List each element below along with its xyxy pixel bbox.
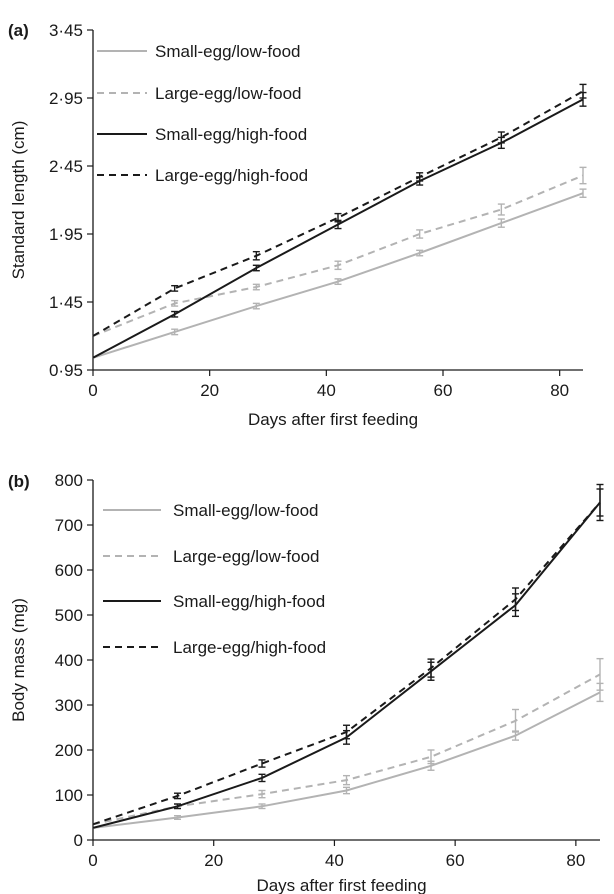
y-tick-label: 200: [55, 741, 83, 760]
series-small-egg-low-food: [92, 682, 604, 829]
x-tick-label: 20: [204, 851, 223, 870]
x-tick-label: 80: [550, 381, 569, 400]
x-axis-title: Days after first feeding: [256, 876, 426, 894]
y-tick-label: 400: [55, 651, 83, 670]
y-tick-label: 600: [55, 561, 83, 580]
y-tick-label: 800: [55, 471, 83, 490]
y-tick-label: 0: [74, 831, 83, 850]
y-tick-label: 1·95: [49, 225, 83, 244]
legend-label: Large-egg/low-food: [155, 84, 301, 103]
series-large-egg-low-food: [92, 657, 604, 826]
y-tick-label: 2·45: [49, 157, 83, 176]
x-axis-title: Days after first feeding: [248, 410, 418, 429]
series-line: [92, 174, 584, 337]
legend-label: Large-egg/high-food: [155, 166, 308, 185]
series-large-egg-low-food: [92, 166, 587, 337]
y-tick-label: 100: [55, 786, 83, 805]
series-line: [92, 673, 601, 826]
legend-label: Large-egg/high-food: [173, 638, 326, 657]
y-tick-label: 700: [55, 516, 83, 535]
y-axis-title: Standard length (cm): [9, 121, 28, 280]
y-tick-label: 0·95: [49, 361, 83, 380]
series-small-egg-low-food: [92, 188, 587, 359]
y-tick-label: 1·45: [49, 293, 83, 312]
y-tick-label: 300: [55, 696, 83, 715]
x-tick-label: 40: [317, 381, 336, 400]
x-tick-label: 20: [200, 381, 219, 400]
legend-label: Small-egg/high-food: [173, 592, 325, 611]
y-tick-label: 2·95: [49, 89, 83, 108]
series-small-egg-high-food: [92, 488, 604, 829]
legend-label: Large-egg/low-food: [173, 547, 319, 566]
x-tick-label: 0: [88, 851, 97, 870]
series-large-egg-high-food: [92, 83, 587, 337]
x-tick-label: 0: [88, 381, 97, 400]
y-tick-label: 500: [55, 606, 83, 625]
legend-label: Small-egg/low-food: [155, 42, 301, 61]
panel-label: (a): [8, 21, 29, 40]
series-large-egg-high-food: [92, 483, 604, 826]
panel-label: (b): [8, 472, 30, 491]
legend-label: Small-egg/high-food: [155, 125, 307, 144]
x-tick-label: 40: [325, 851, 344, 870]
x-tick-label: 60: [446, 851, 465, 870]
y-axis-title: Body mass (mg): [9, 598, 28, 722]
panel-b: 0 100 200 300 400 500 600 700 800 0 20 40 60 80 (b) Day…: [8, 471, 604, 894]
legend-label: Small-egg/low-food: [173, 501, 319, 520]
legend: Small-egg/low-food Large-egg/low-food Smal…: [103, 501, 326, 657]
panel-a: 0·95 1·45 1·95 2·45 2·95 3·45 0 20 40 60 80 (a) Days…: [8, 21, 587, 429]
x-tick-label: 60: [434, 381, 453, 400]
legend: Small-egg/low-food Large-egg/low-food Smal…: [97, 42, 308, 185]
x-tick-label: 80: [566, 851, 585, 870]
y-tick-label: 3·45: [49, 21, 83, 40]
